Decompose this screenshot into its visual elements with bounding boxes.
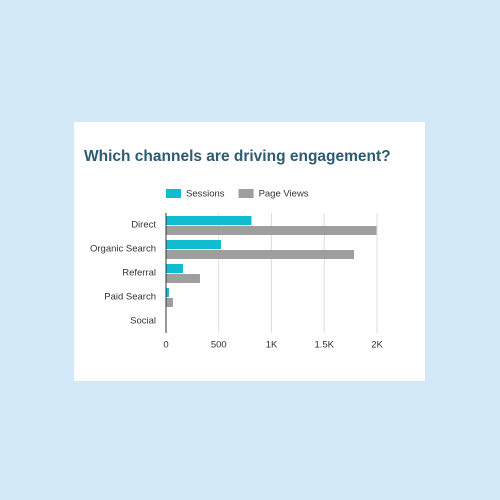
legend-swatch bbox=[238, 189, 254, 198]
legend-label: Sessions bbox=[186, 189, 225, 200]
bar bbox=[166, 274, 200, 283]
y-tick-label: Social bbox=[130, 316, 156, 327]
x-tick-label: 1K bbox=[266, 340, 278, 351]
y-tick-label: Direct bbox=[131, 220, 156, 231]
y-tick-label: Organic Search bbox=[90, 244, 156, 255]
bar bbox=[166, 298, 173, 307]
bar bbox=[166, 264, 183, 273]
legend-label: Page Views bbox=[259, 189, 309, 200]
bar bbox=[166, 240, 221, 249]
x-tick-label: 0 bbox=[163, 340, 168, 351]
legend-swatch bbox=[166, 189, 181, 198]
bar bbox=[166, 216, 252, 225]
bar bbox=[166, 226, 377, 235]
chart-title: Which channels are driving engagement? bbox=[84, 148, 391, 165]
x-tick-label: 1.5K bbox=[314, 340, 334, 351]
bar bbox=[166, 288, 169, 297]
y-tick-label: Referral bbox=[122, 268, 156, 279]
x-tick-label: 2K bbox=[371, 340, 383, 351]
y-tick-label: Paid Search bbox=[104, 292, 156, 303]
x-tick-label: 500 bbox=[211, 340, 227, 351]
bar bbox=[166, 250, 355, 259]
